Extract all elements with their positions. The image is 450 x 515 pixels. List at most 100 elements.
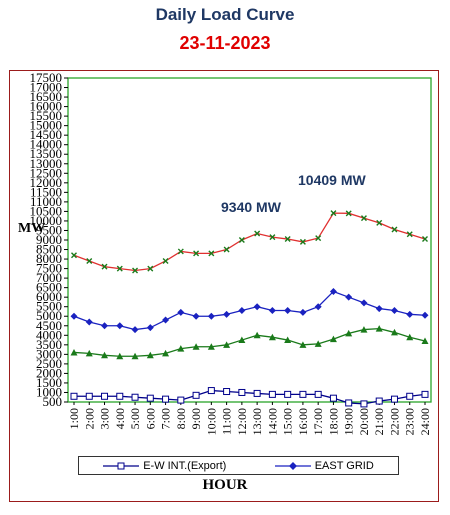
y-tick-label-33: 17000: [30, 80, 63, 95]
series-0-point-13: [268, 390, 276, 398]
series-3-point-21: [390, 328, 398, 336]
series-0-point-6: [162, 395, 170, 403]
series-3-point-10: [223, 341, 231, 348]
legend-swatch-ew-int: [103, 462, 140, 469]
series-1-point-9: [207, 312, 215, 320]
y-tick-label-11: 6000: [36, 289, 62, 304]
series-1-point-3: [116, 322, 124, 330]
series-1-point-2: [101, 322, 109, 330]
x-tick-label-3: 4:00: [113, 408, 127, 429]
y-tick-label-6: 3500: [36, 337, 62, 352]
series-0-point-23: [421, 390, 429, 398]
series-1-point-12: [253, 303, 261, 311]
series-0-point-7: [177, 396, 185, 404]
series-0-point-20: [375, 397, 383, 405]
series-0-point-10: [223, 388, 231, 396]
series-0-point-3: [116, 392, 124, 400]
y-tick-label-24: 12500: [30, 165, 63, 180]
series-3-point-11: [238, 336, 246, 344]
series-1-point-1: [85, 318, 93, 326]
series-1-point-15: [299, 308, 307, 316]
y-tick-label-17: 9000: [36, 232, 62, 247]
series-0-point-8: [192, 391, 200, 399]
y-tick-label-5: 3000: [36, 346, 62, 361]
legend-label-east-grid: EAST GRID: [314, 459, 374, 472]
series-0-point-14: [284, 390, 292, 398]
series-1-point-4: [131, 326, 139, 334]
y-tick-label-8: 4500: [36, 318, 62, 333]
series-3-point-2: [101, 351, 109, 359]
series-0-point-11: [238, 388, 246, 396]
series-3-point-3: [116, 352, 124, 360]
peak-annotation-evening: 10409 MW: [298, 172, 366, 188]
series-1-point-21: [390, 307, 398, 315]
x-tick-label-19: 20:00: [357, 408, 371, 435]
series-2-point-12: [254, 230, 261, 237]
y-tick-label-34: 17500: [30, 70, 63, 85]
series-2-point-2: [101, 263, 108, 270]
x-tick-label-7: 8:00: [174, 408, 188, 429]
series-2-point-6: [162, 257, 169, 264]
legend-label-ew-int: E-W INT.(Export): [143, 459, 227, 472]
x-tick-label-13: 14:00: [265, 408, 279, 435]
series-3-point-4: [131, 352, 139, 360]
series-0-point-15: [299, 390, 307, 398]
series-2-point-9: [208, 250, 215, 257]
series-1-point-16: [314, 303, 322, 311]
legend-item-east-grid: EAST GRID: [274, 459, 374, 472]
series-2-point-23: [422, 236, 428, 243]
series-0-point-0: [70, 392, 78, 400]
series-1-point-20: [375, 305, 383, 313]
x-tick-label-1: 2:00: [82, 408, 96, 429]
x-tick-label-22: 23:00: [403, 408, 417, 435]
x-tick-label-11: 12:00: [235, 408, 249, 435]
series-2-point-19: [360, 215, 367, 222]
legend-swatch-east-grid: [274, 461, 311, 470]
x-tick-label-17: 18:00: [326, 408, 340, 435]
series-0-point-9: [207, 387, 215, 395]
chart-legend: E-W INT.(Export) EAST GRID: [78, 456, 399, 475]
y-tick-label-10: 5500: [36, 299, 62, 314]
x-tick-label-20: 21:00: [372, 408, 386, 435]
y-tick-label-28: 14500: [30, 127, 63, 142]
series-2-point-8: [193, 250, 200, 257]
y-tick-label-2: 1500: [36, 375, 62, 390]
series-2-point-18: [345, 210, 352, 217]
series-2-point-10: [223, 246, 230, 253]
y-tick-label-15: 8000: [36, 251, 62, 266]
series-2-point-13: [269, 234, 276, 241]
series-0-point-19: [360, 400, 368, 408]
series-1-point-6: [162, 316, 170, 324]
series-1-point-8: [192, 312, 200, 320]
series-3-point-15: [299, 341, 307, 348]
y-tick-label-23: 12000: [30, 175, 63, 190]
y-tick-label-26: 13500: [30, 146, 63, 161]
series-3-point-5: [146, 351, 154, 359]
series-3-point-0: [70, 348, 78, 356]
series-1-point-19: [360, 299, 368, 307]
x-tick-label-16: 17:00: [311, 408, 325, 435]
series-2-point-7: [177, 248, 184, 255]
series-3-point-14: [284, 336, 292, 344]
series-2-point-16: [315, 235, 322, 242]
series-1-point-17: [329, 287, 337, 295]
series-2-point-22: [406, 231, 413, 238]
legend-item-ew-int: E-W INT.(Export): [103, 460, 226, 472]
y-tick-label-9: 5000: [36, 308, 62, 323]
y-tick-label-22: 11500: [30, 184, 62, 199]
series-3-point-19: [360, 326, 368, 333]
x-tick-label-0: 1:00: [67, 408, 81, 429]
series-1-point-11: [238, 307, 246, 315]
series-1-point-23: [421, 311, 429, 319]
series-0-point-22: [406, 392, 414, 400]
chart-frame: [9, 70, 439, 502]
series-2-point-4: [132, 267, 139, 274]
peak-annotation-day: 9340 MW: [221, 199, 281, 215]
series-0-point-4: [131, 393, 139, 401]
series-1-point-18: [345, 293, 353, 301]
series-2-point-0: [71, 252, 77, 259]
series-3-point-1: [85, 349, 93, 357]
x-tick-label-4: 5:00: [128, 408, 142, 429]
y-tick-label-16: 8500: [36, 242, 62, 257]
x-tick-label-8: 9:00: [189, 408, 203, 429]
